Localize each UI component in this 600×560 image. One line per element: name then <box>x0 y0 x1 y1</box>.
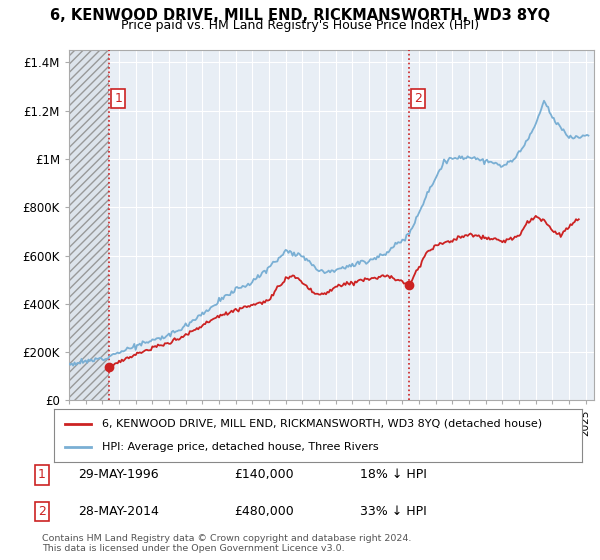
Text: 29-MAY-1996: 29-MAY-1996 <box>78 468 158 482</box>
Text: £480,000: £480,000 <box>234 505 294 518</box>
Text: 6, KENWOOD DRIVE, MILL END, RICKMANSWORTH, WD3 8YQ: 6, KENWOOD DRIVE, MILL END, RICKMANSWORT… <box>50 8 550 24</box>
Text: 33% ↓ HPI: 33% ↓ HPI <box>360 505 427 518</box>
Text: 6, KENWOOD DRIVE, MILL END, RICKMANSWORTH, WD3 8YQ (detached house): 6, KENWOOD DRIVE, MILL END, RICKMANSWORT… <box>101 419 542 429</box>
Text: HPI: Average price, detached house, Three Rivers: HPI: Average price, detached house, Thre… <box>101 442 378 452</box>
Text: £140,000: £140,000 <box>234 468 293 482</box>
Text: Contains HM Land Registry data © Crown copyright and database right 2024.
This d: Contains HM Land Registry data © Crown c… <box>42 534 412 553</box>
Text: 28-MAY-2014: 28-MAY-2014 <box>78 505 159 518</box>
Text: Price paid vs. HM Land Registry's House Price Index (HPI): Price paid vs. HM Land Registry's House … <box>121 19 479 32</box>
Text: 2: 2 <box>415 92 422 105</box>
Text: 18% ↓ HPI: 18% ↓ HPI <box>360 468 427 482</box>
Text: 1: 1 <box>38 468 46 482</box>
Bar <box>69 50 109 400</box>
Text: 1: 1 <box>115 92 122 105</box>
Text: 2: 2 <box>38 505 46 518</box>
